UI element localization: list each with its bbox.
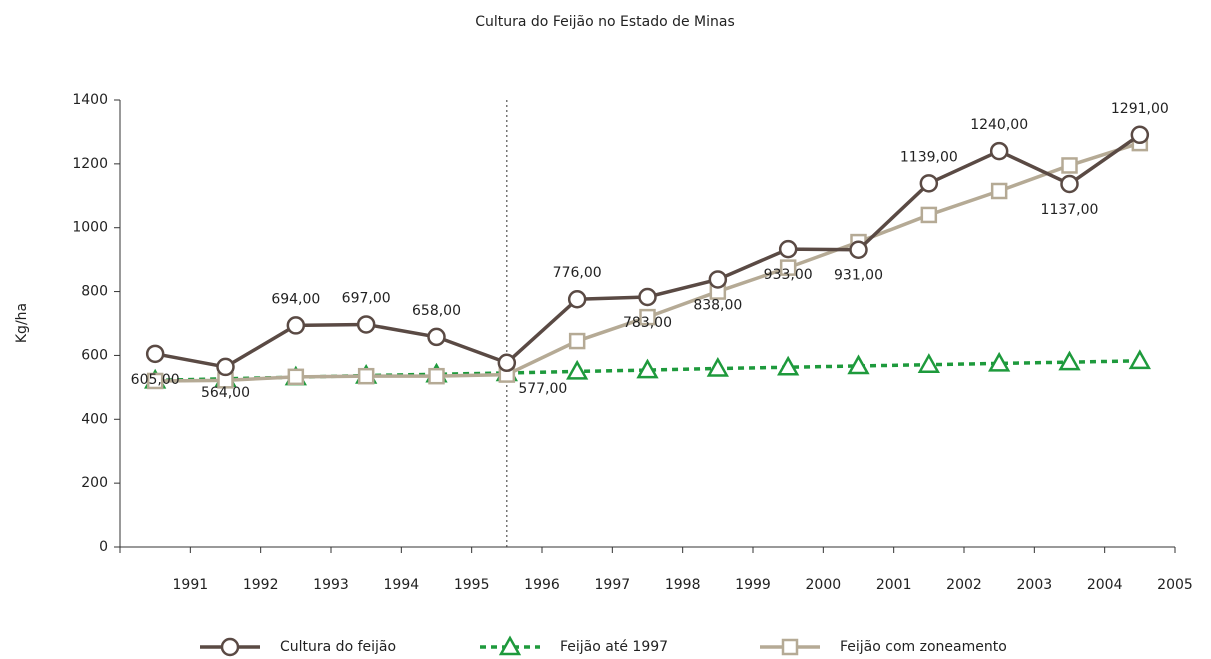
point [568,332,586,350]
x-tick-label: 1992 [243,577,279,593]
y-tick-label: 200 [81,475,108,491]
data-label: 776,00 [553,265,602,281]
series [146,134,1149,390]
point [988,351,1011,372]
point [778,239,798,259]
point [1128,349,1151,370]
point [286,316,306,335]
data-label: 931,00 [834,268,883,284]
data-label: 697,00 [342,290,391,306]
y-tick-label: 600 [81,347,108,363]
y-tick-label: 1400 [72,92,108,108]
x-tick-label: 2000 [806,577,842,593]
data-label: 605,00 [131,372,180,388]
point [566,359,589,380]
point [919,174,939,193]
x-tick-label: 1995 [454,577,490,593]
point [639,308,656,326]
y-tick-label: 400 [81,411,108,427]
x-tick-label: 1999 [735,577,771,593]
point [779,259,797,276]
x-tick-label: 2003 [1017,577,1053,593]
series: 605,00 564,00 694,00 697,00 658,00 577,00 776,… [131,101,1169,401]
point [567,289,587,309]
point [847,354,870,375]
x-tick-label: 2004 [1087,577,1123,593]
point [428,367,445,385]
y-tick-label: 0 [99,539,108,555]
data-label: 783,00 [623,315,672,331]
data-label: 1240,00 [970,117,1028,133]
x-tick-label: 2001 [876,577,912,593]
line [155,141,1141,383]
point [990,182,1008,200]
x-tick-label: 1993 [313,577,349,593]
x-tick-label: 1991 [173,577,209,593]
x-tick-label: 1998 [665,577,701,593]
y-axis-label: Kg/ha [14,303,30,343]
point [917,353,940,373]
point [356,315,376,334]
point [287,368,305,386]
point [1058,350,1081,371]
legend-label: Cultura do feijão [280,639,396,655]
legend-label: Feijão até 1997 [560,639,668,655]
y-tick-label: 800 [81,284,108,300]
point [216,357,235,377]
point [638,287,657,307]
point [1060,174,1079,194]
legend-label: Feijão com zoneamento [840,639,1007,655]
point [706,356,729,377]
x-tick-label: 2005 [1157,577,1193,593]
point [1130,125,1150,145]
x-tick-label: 1996 [524,577,560,593]
y-tick-label: 1200 [72,156,108,172]
data-label: 564,00 [201,385,250,401]
point [708,270,728,289]
point [1061,157,1078,174]
point [498,635,522,656]
x-tick-label: 2002 [946,577,982,593]
point [427,327,446,347]
data-label: 1139,00 [900,149,958,165]
data-label: 577,00 [518,381,567,397]
point [145,344,165,364]
point [220,637,240,657]
x-tick-label: 1994 [384,577,420,593]
x-tick-label: 1997 [595,577,631,593]
data-label: 1137,00 [1041,202,1099,218]
point [357,367,375,385]
point [920,206,938,224]
y-tick-label: 1000 [72,220,108,236]
point [989,141,1009,161]
line [154,133,1141,369]
data-label: 658,00 [412,303,461,319]
chart-title: Cultura do Feijão no Estado de Minas [475,14,735,30]
point [777,355,800,376]
data-label: 838,00 [693,297,742,313]
point [849,240,868,259]
data-label: 933,00 [764,267,813,283]
point [146,372,164,390]
data-label: 694,00 [271,291,320,307]
data-label: 1291,00 [1111,101,1169,117]
point [636,358,659,379]
point [781,638,799,656]
point [497,353,517,373]
